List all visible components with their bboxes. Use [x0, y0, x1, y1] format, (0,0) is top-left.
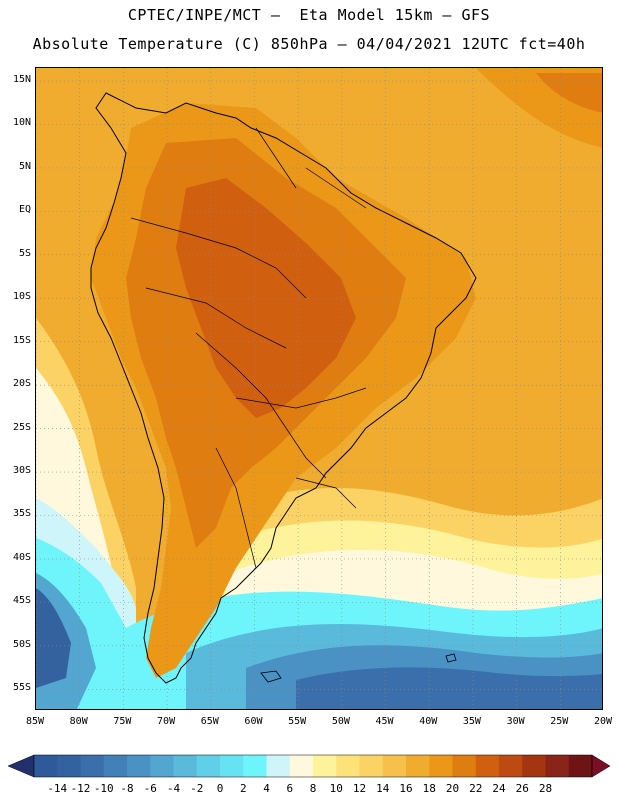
colorbar-segment: [359, 755, 384, 777]
country-borders: [130, 127, 367, 569]
continent-coastline: [90, 92, 477, 684]
lat-label: 10N: [12, 117, 31, 129]
colorbar-segment: [475, 755, 500, 777]
colorbar-tick-label: 14: [376, 782, 390, 795]
lon-label: 30W: [506, 716, 525, 727]
colorbar-segment: [266, 755, 291, 777]
colorbar-segment: [196, 755, 221, 777]
map-frame: [35, 67, 603, 710]
colorbar-tick-label: 8: [309, 782, 317, 795]
falkland-islands: [260, 670, 282, 683]
lon-label: 40W: [419, 716, 438, 727]
colorbar-tick-label: -14: [47, 782, 68, 795]
colorbar-segment: [34, 755, 58, 777]
colorbar-tick-label: -12: [70, 782, 91, 795]
colorbar-tick-label: 20: [445, 782, 460, 795]
colorbar-tick-label: -10: [93, 782, 114, 795]
south-georgia-island: [445, 653, 457, 663]
lat-label: 15N: [12, 74, 31, 86]
colorbar-tick-label: 28: [538, 782, 553, 795]
lon-label: 45W: [375, 716, 394, 727]
colorbar-tick-label: 6: [286, 782, 294, 795]
colorbar-segment: [57, 755, 81, 777]
lat-label: 10S: [12, 291, 31, 303]
colorbar-low-arrow: [8, 754, 35, 778]
lon-label: 25W: [550, 716, 569, 727]
south-cold-band-4: [296, 667, 602, 709]
title-line-1: CPTEC/INPE/MCT – Eta Model 15km – GFS: [127, 6, 491, 24]
colorbar-segment: [545, 755, 570, 777]
colorbar-segment: [150, 755, 174, 777]
colorbar-tick-label: 12: [352, 782, 367, 795]
colorbar-segment: [243, 755, 267, 777]
colorbar-segment: [522, 755, 546, 777]
lon-label: 60W: [244, 716, 263, 727]
colorbar-segment: [406, 755, 430, 777]
colorbar-tick-label: 10: [329, 782, 343, 795]
colorbar-segment: [173, 755, 198, 777]
colorbar-tick-label: -2: [190, 782, 204, 795]
colorbar-tick-label: 24: [492, 782, 506, 795]
lat-label: 55S: [12, 682, 31, 694]
colorbar-segment: [289, 755, 314, 777]
colorbar-segment: [452, 755, 477, 777]
lat-label: 5S: [18, 247, 31, 259]
colorbar-segment: [336, 755, 360, 777]
colorbar-tick-label: 18: [422, 782, 436, 795]
temperature-map: [36, 68, 602, 709]
colorbar-tick-label: -8: [120, 782, 134, 795]
colorbar-segment: [220, 755, 244, 777]
lat-label: 20S: [12, 378, 31, 390]
colorbar-tick-label: -6: [143, 782, 157, 795]
colorbar-segment: [103, 755, 128, 777]
lon-label: 35W: [462, 716, 481, 727]
colorbar-tick-label: 22: [469, 782, 483, 795]
lat-label: 40S: [12, 551, 31, 563]
colorbar-tick-label: -4: [166, 782, 181, 795]
title-line-2: Absolute Temperature (C) 850hPa – 04/04/…: [32, 35, 586, 53]
colorbar-tick-label: 4: [263, 782, 270, 795]
lon-label: 85W: [25, 716, 45, 727]
colorbar-segment: [568, 755, 593, 777]
lon-label: 80W: [69, 716, 88, 727]
lat-label: 30S: [12, 465, 31, 477]
lon-label: 70W: [157, 716, 176, 727]
hot-patch-north-east: [536, 73, 602, 113]
lon-label: 50W: [331, 716, 350, 727]
colorbar-tick-label: 2: [239, 782, 247, 795]
colorbar-segment: [313, 755, 337, 777]
lon-label: 20W: [593, 716, 613, 727]
continent-hottest: [176, 178, 356, 418]
lat-label: 45S: [12, 595, 31, 607]
lat-label: EQ: [18, 204, 31, 216]
lon-label: 75W: [113, 716, 132, 727]
colorbar-tick-label: 26: [515, 782, 529, 795]
colorbar-tick-label: 16: [399, 782, 413, 795]
lat-label: 15S: [12, 334, 31, 346]
colorbar-segment: [429, 755, 453, 777]
colorbar-segment: [80, 755, 105, 777]
lat-label: 5N: [18, 160, 31, 172]
lat-label: 35S: [12, 508, 31, 520]
lon-label: 55W: [288, 716, 307, 727]
pacific-cold-2: [36, 588, 71, 688]
lat-label: 50S: [12, 638, 31, 650]
colorbar-outline: [33, 754, 593, 778]
colorbar-tick-label: 0: [216, 782, 224, 795]
temperature-colorbar: [8, 754, 610, 778]
colorbar-segment: [382, 755, 407, 777]
colorbar-high-arrow: [591, 754, 610, 778]
lon-label: 65W: [200, 716, 219, 727]
colorbar-segment: [127, 755, 151, 777]
colorbar-segment: [499, 755, 523, 777]
lat-label: 25S: [12, 421, 31, 433]
